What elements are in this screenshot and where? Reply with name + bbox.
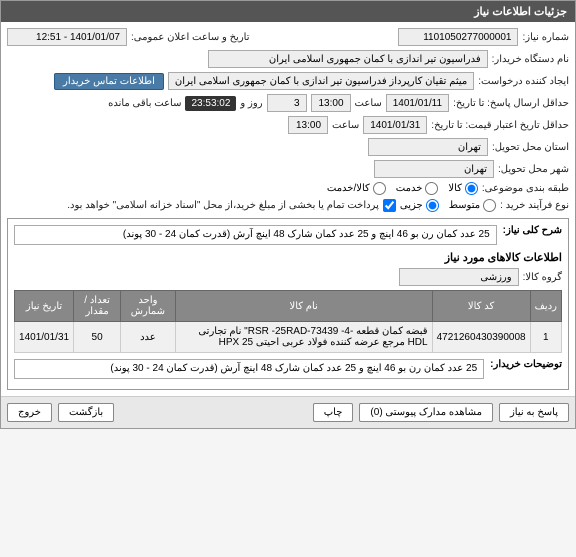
category-goods-service-radio[interactable]: [373, 182, 386, 195]
province-field: تهران: [368, 138, 488, 156]
deadline-label: حداقل ارسال پاسخ: تا تاریخ:: [453, 98, 569, 109]
process-small-option[interactable]: جزیی: [400, 199, 439, 212]
th-code: کد کالا: [432, 291, 530, 322]
deadline-hour-field: 13:00: [311, 94, 351, 112]
category-goods-radio[interactable]: [465, 182, 478, 195]
th-row: ردیف: [530, 291, 561, 322]
deadline-hour-label: ساعت: [355, 98, 382, 109]
items-table: ردیف کد کالا نام کالا واحد شمارش تعداد /…: [14, 290, 562, 353]
category-service-radio[interactable]: [425, 182, 438, 195]
process-small-label: جزیی: [400, 200, 423, 211]
table-row: 1 4721260430390008 قبضه کمان قطعه -RSR -…: [15, 322, 562, 353]
group-label: گروه کالا:: [523, 272, 562, 283]
group-field: ورزشی: [399, 268, 519, 286]
summary-text: 25 عدد کمان رن بو 46 اینچ و 25 عدد کمان …: [14, 225, 497, 245]
public-announce-field: 1401/01/07 - 12:51: [7, 28, 127, 46]
summary-label: شرح کلی نیاز:: [503, 225, 562, 236]
need-number-field: 1101050277000001: [398, 28, 518, 46]
footer-buttons: پاسخ به نیاز مشاهده مدارک پیوستی (0) چاپ…: [1, 396, 575, 428]
price-validity-hour-label: ساعت: [332, 120, 359, 131]
category-service-option[interactable]: خدمت: [396, 182, 439, 195]
panel-body: شماره نیاز: 1101050277000001 تاریخ و ساع…: [1, 22, 575, 396]
exit-button-label: خروج: [18, 407, 41, 418]
deadline-date-field: 1401/01/11: [386, 94, 449, 112]
countdown-timer: 23:53:02: [185, 96, 236, 111]
td-row: 1: [530, 322, 561, 353]
td-qty: 50: [74, 322, 121, 353]
process-note-checkbox[interactable]: [383, 199, 396, 212]
attachments-button[interactable]: مشاهده مدارک پیوستی (0): [359, 403, 493, 422]
category-service-label: خدمت: [396, 183, 423, 194]
price-validity-date-field: 1401/01/31: [363, 116, 427, 134]
back-button[interactable]: بازگشت: [58, 403, 114, 422]
category-goods-service-label: کالا/خدمت: [327, 183, 370, 194]
buyer-notes-label: توضیحات خریدار:: [490, 359, 562, 370]
process-small-radio[interactable]: [426, 199, 439, 212]
category-label: طبقه بندی موضوعی:: [482, 183, 569, 194]
contact-button[interactable]: اطلاعات تماس خریدار: [54, 73, 164, 90]
buyer-org-field: فدراسیون تیر اندازی با کمان جمهوری اسلام…: [208, 50, 488, 68]
need-number-label: شماره نیاز:: [522, 32, 569, 43]
back-button-label: بازگشت: [69, 407, 103, 418]
remaining-suffix: ساعت باقی مانده: [108, 98, 181, 109]
process-medium-radio[interactable]: [483, 199, 496, 212]
th-name: نام کالا: [175, 291, 432, 322]
table-header-row: ردیف کد کالا نام کالا واحد شمارش تعداد /…: [15, 291, 562, 322]
process-medium-option[interactable]: متوسط: [449, 199, 496, 212]
exit-button[interactable]: خروج: [7, 403, 52, 422]
td-name: قبضه کمان قطعه -RSR -25RAD-73439 -4" نام…: [175, 322, 432, 353]
buyer-org-label: نام دستگاه خریدار:: [492, 54, 569, 65]
panel-title: جزئیات اطلاعات نیاز: [1, 1, 575, 22]
td-unit: عدد: [121, 322, 176, 353]
category-goods-service-option[interactable]: کالا/خدمت: [327, 182, 386, 195]
items-section-title: اطلاعات کالاهای مورد نیاز: [14, 251, 562, 264]
reply-button-label: پاسخ به نیاز: [510, 407, 558, 418]
public-announce-label: تاریخ و ساعت اعلان عمومی:: [131, 32, 250, 43]
details-panel: جزئیات اطلاعات نیاز شماره نیاز: 11010502…: [0, 0, 576, 429]
reply-button[interactable]: پاسخ به نیاز: [499, 403, 569, 422]
price-validity-hour-field: 13:00: [288, 116, 328, 134]
th-date: تاریخ نیاز: [15, 291, 74, 322]
td-date: 1401/01/31: [15, 322, 74, 353]
process-medium-label: متوسط: [449, 200, 480, 211]
price-validity-label: حداقل تاریخ اعتبار قیمت: تا تاریخ:: [431, 120, 569, 131]
city-label: شهر محل تحویل:: [498, 164, 569, 175]
category-goods-label: کالا: [448, 183, 462, 194]
province-label: استان محل تحویل:: [492, 142, 569, 153]
process-radio-group: متوسط جزیی: [400, 199, 496, 212]
remaining-days-field: 3: [267, 94, 307, 112]
print-button[interactable]: چاپ: [313, 403, 354, 422]
th-unit: واحد شمارش: [121, 291, 176, 322]
th-qty: تعداد / مقدار: [74, 291, 121, 322]
td-code: 4721260430390008: [432, 322, 530, 353]
requester-field: میثم تقیان کارپرداز فدراسیون تیر اندازی …: [168, 72, 474, 90]
buyer-notes-text: 25 عدد کمان رن بو 46 اینچ و 25 عدد کمان …: [14, 359, 484, 379]
remaining-days-label: روز و: [240, 98, 262, 109]
print-button-label: چاپ: [324, 407, 343, 418]
requester-label: ایجاد کننده درخواست:: [478, 76, 569, 87]
attachments-button-label: مشاهده مدارک پیوستی (0): [370, 407, 482, 418]
category-goods-option[interactable]: کالا: [448, 182, 478, 195]
category-radio-group: کالا خدمت کالا/خدمت: [327, 182, 478, 195]
process-note: پرداخت تمام یا بخشی از مبلغ خرید،از محل …: [67, 200, 379, 211]
description-box: شرح کلی نیاز: 25 عدد کمان رن بو 46 اینچ …: [7, 218, 569, 390]
process-label: نوع فرآیند خرید :: [500, 200, 569, 211]
city-field: تهران: [374, 160, 494, 178]
